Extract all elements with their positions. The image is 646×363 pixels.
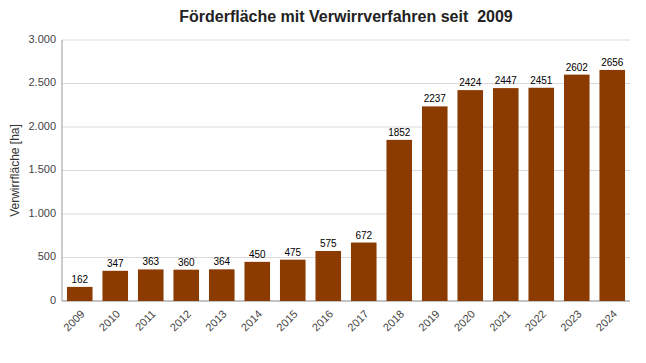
x-tick-label: 2012 bbox=[168, 308, 194, 334]
data-label: 2237 bbox=[424, 93, 447, 104]
bar bbox=[209, 269, 235, 301]
x-tick-label: 2021 bbox=[487, 308, 513, 334]
x-tick-label: 2023 bbox=[558, 308, 584, 334]
bar bbox=[599, 70, 625, 301]
data-label: 363 bbox=[142, 256, 159, 267]
bar bbox=[244, 262, 270, 301]
data-label: 2424 bbox=[459, 77, 482, 88]
data-label: 347 bbox=[107, 258, 124, 269]
data-label: 162 bbox=[71, 274, 88, 285]
data-label: 2451 bbox=[530, 75, 553, 86]
y-tick-label: 2.000 bbox=[28, 120, 56, 132]
grid-line bbox=[62, 40, 630, 41]
x-tick-label: 2022 bbox=[523, 308, 549, 334]
chart-svg: 0 500 1.000 1.500 2.000 2.500 3.000 162 347 363 36… bbox=[0, 0, 646, 363]
grid bbox=[62, 40, 630, 301]
x-tick-label: 2015 bbox=[274, 308, 300, 334]
y-axis-label: Verwirrfläche [ha] bbox=[8, 124, 22, 217]
x-tick-label: 2013 bbox=[203, 308, 229, 334]
x-tick-label: 2011 bbox=[133, 308, 158, 333]
bar bbox=[138, 269, 164, 301]
bar bbox=[493, 88, 519, 301]
bar bbox=[422, 106, 448, 301]
y-tick-label: 500 bbox=[38, 250, 56, 262]
x-tick-label: 2009 bbox=[61, 308, 87, 334]
data-label: 475 bbox=[284, 247, 301, 258]
x-tick-label: 2019 bbox=[416, 308, 442, 334]
chart-container: 0 500 1.000 1.500 2.000 2.500 3.000 162 347 363 36… bbox=[0, 0, 646, 363]
y-axis-line bbox=[62, 40, 63, 301]
data-label: 1852 bbox=[388, 127, 411, 138]
y-tick-label: 1.000 bbox=[28, 207, 56, 219]
x-tick-label: 2024 bbox=[594, 308, 620, 334]
y-tick-label: 3.000 bbox=[28, 33, 56, 45]
bar bbox=[351, 243, 377, 301]
data-label: 2656 bbox=[601, 57, 624, 68]
data-label: 450 bbox=[249, 249, 266, 260]
x-tick-label: 2017 bbox=[345, 308, 371, 334]
x-tick-label: 2016 bbox=[310, 308, 336, 334]
x-tick-label: 2018 bbox=[381, 308, 407, 334]
bar bbox=[386, 140, 412, 301]
bar bbox=[67, 287, 93, 301]
x-ticks: 2009 2010 2011 2012 2013 2014 2015 2016 2017 2018… bbox=[61, 308, 619, 334]
bar bbox=[102, 271, 128, 301]
y-ticks: 0 500 1.000 1.500 2.000 2.500 3.000 bbox=[28, 33, 56, 306]
y-tick-label: 1.500 bbox=[28, 163, 56, 175]
data-label: 2602 bbox=[566, 62, 589, 73]
y-tick-label: 0 bbox=[50, 294, 56, 306]
x-tick-label: 2010 bbox=[97, 308, 123, 334]
bars bbox=[67, 70, 625, 301]
data-label: 672 bbox=[355, 230, 372, 241]
data-label: 575 bbox=[320, 238, 337, 249]
data-labels: 162 347 363 360 364 450 475 575 672 1852 2237 2424 2… bbox=[71, 57, 623, 285]
bar bbox=[457, 90, 483, 301]
bar bbox=[528, 88, 554, 301]
y-tick-label: 2.500 bbox=[28, 76, 56, 88]
chart-title: Förderfläche mit Verwirrverfahren seit 2… bbox=[179, 8, 513, 25]
data-label: 360 bbox=[178, 257, 195, 268]
data-label: 2447 bbox=[495, 75, 518, 86]
data-label: 364 bbox=[213, 256, 230, 267]
bar bbox=[315, 251, 341, 301]
bar bbox=[173, 270, 199, 301]
x-tick-label: 2020 bbox=[452, 308, 478, 334]
x-tick-label: 2014 bbox=[239, 308, 265, 334]
bar bbox=[280, 260, 306, 301]
bar bbox=[564, 75, 590, 301]
